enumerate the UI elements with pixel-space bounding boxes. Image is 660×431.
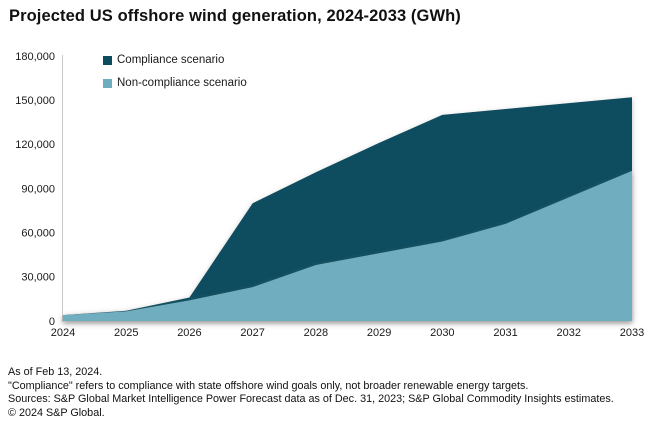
x-tick-label: 2024 [51,327,75,339]
axis-labels: 0 30,000 60,000 90,000 120,000 150,000 180,000… [15,51,644,339]
legend-item-non-compliance: Non-compliance scenario [103,77,247,89]
legend: Compliance scenario Non-compliance scena… [103,54,247,100]
x-tick-label: 2030 [430,327,454,339]
legend-label-compliance: Compliance scenario [117,54,225,66]
x-tick-label: 2025 [114,327,138,339]
y-tick-label: 180,000 [15,51,55,63]
x-tick-label: 2031 [493,327,517,339]
chart-title: Projected US offshore wind generation, 2… [9,7,461,25]
y-tick-label: 150,000 [15,95,55,107]
x-tick-label: 2033 [620,327,644,339]
area-series-group [63,97,632,321]
x-tick-label: 2027 [240,327,264,339]
legend-swatch-compliance-icon [103,55,112,65]
legend-label-non-compliance: Non-compliance scenario [117,77,247,89]
y-tick-label: 60,000 [21,228,55,240]
area-non-compliance-scenario [63,170,632,321]
y-tick-label: 30,000 [21,272,55,284]
footnote-compliance-definition: "Compliance" refers to compliance with s… [8,379,529,392]
y-tick-label: 0 [49,316,55,328]
footnote-sources: Sources: S&P Global Market Intelligence … [8,393,614,406]
area-chart: 0 30,000 60,000 90,000 120,000 150,000 180,000… [15,51,644,339]
x-tick-label: 2028 [304,327,328,339]
footnotes: As of Feb 13, 2024. "Compliance" refers … [8,366,656,420]
x-tick-label: 2026 [177,327,201,339]
footnote-as-of: As of Feb 13, 2024. [8,366,103,378]
x-tick-label: 2032 [557,327,581,339]
footnote-copyright: © 2024 S&P Global. [8,406,105,419]
x-tick-label: 2029 [367,327,391,339]
legend-item-compliance: Compliance scenario [103,54,247,66]
legend-swatch-non-compliance-icon [103,78,112,88]
y-tick-label: 120,000 [15,139,55,151]
y-tick-label: 90,000 [21,183,55,195]
